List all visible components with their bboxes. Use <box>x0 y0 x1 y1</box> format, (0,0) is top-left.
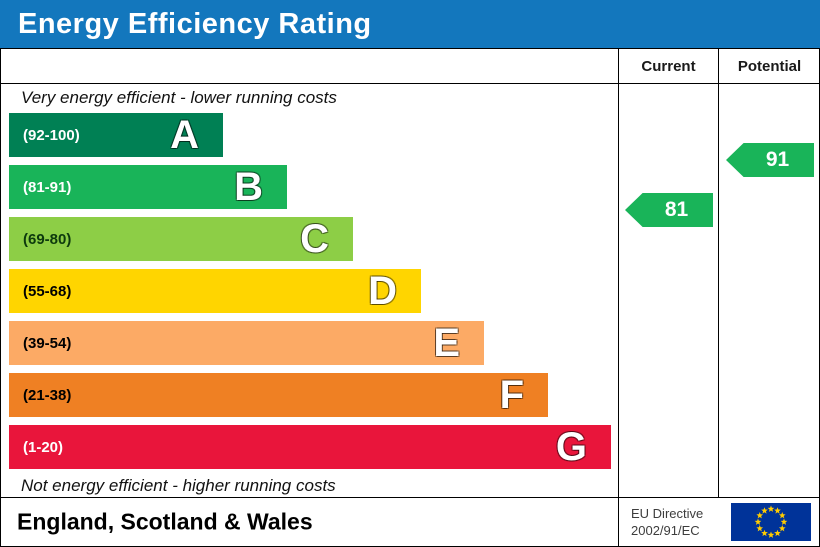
band-f: (21-38) F <box>9 373 548 417</box>
band-a-letter: A <box>170 113 199 157</box>
current-arrow: 81 <box>625 193 713 227</box>
footer-divider <box>618 498 619 546</box>
header-underline <box>1 83 819 84</box>
band-a: (92-100) A <box>9 113 223 157</box>
chart-title: Energy Efficiency Rating <box>18 7 372 40</box>
band-c-range: (69-80) <box>23 230 72 248</box>
bottom-note: Not energy efficient - higher running co… <box>21 476 336 495</box>
band-b-range: (81-91) <box>23 178 72 196</box>
eu-flag-stars <box>754 505 788 538</box>
potential-arrow: 91 <box>726 143 814 177</box>
band-g-range: (1-20) <box>23 438 64 456</box>
band-d: (55-68) D <box>9 269 421 313</box>
potential-rating-value: 91 <box>765 148 790 171</box>
rating-bands: (92-100) A (81-91) B (69-80) C (55-68) D… <box>9 113 611 469</box>
band-c: (69-80) C <box>9 217 353 261</box>
column-divider-left <box>618 49 619 497</box>
band-d-letter: D <box>368 269 397 313</box>
eu-flag-icon <box>731 503 811 541</box>
eu-directive-text: EU Directive 2002/91/EC <box>631 505 703 539</box>
band-c-letter: C <box>300 217 329 261</box>
eu-directive-line-1: EU Directive <box>631 506 704 521</box>
band-a-range: (92-100) <box>23 126 80 144</box>
footer: England, Scotland & Wales EU Directive 2… <box>0 497 820 547</box>
band-b: (81-91) B <box>9 165 287 209</box>
band-e: (39-54) E <box>9 321 484 365</box>
band-e-range: (39-54) <box>23 334 72 352</box>
column-divider-right <box>718 49 719 497</box>
eu-directive-line-2: 2002/91/EC <box>631 523 700 538</box>
current-arrow-shape: 81 <box>625 193 713 227</box>
band-d-range: (55-68) <box>23 282 72 300</box>
title-bar: Energy Efficiency Rating <box>0 0 820 48</box>
footer-region: England, Scotland & Wales <box>17 508 313 535</box>
current-rating-value: 81 <box>664 198 689 221</box>
chart-area: Current Potential Very energy efficient … <box>0 48 820 497</box>
band-f-range: (21-38) <box>23 386 72 404</box>
band-f-letter: F <box>499 373 524 417</box>
band-b-letter: B <box>234 165 263 209</box>
current-column-header: Current <box>641 57 696 75</box>
band-g: (1-20) G <box>9 425 611 469</box>
band-e-letter: E <box>433 321 460 365</box>
top-note: Very energy efficient - lower running co… <box>21 88 337 107</box>
potential-column-header: Potential <box>737 57 802 75</box>
potential-arrow-shape: 91 <box>726 143 814 177</box>
band-g-letter: G <box>555 425 587 469</box>
